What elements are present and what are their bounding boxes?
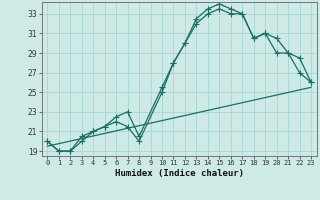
- X-axis label: Humidex (Indice chaleur): Humidex (Indice chaleur): [115, 169, 244, 178]
